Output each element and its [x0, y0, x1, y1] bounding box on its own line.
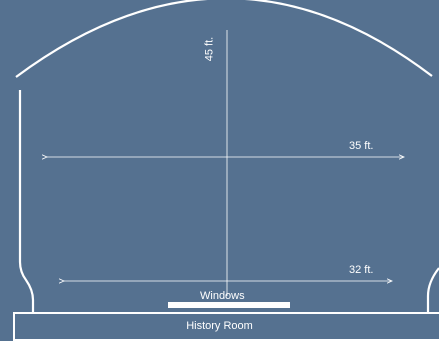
width-dimension-label-lower: 32 ft.	[349, 264, 374, 276]
height-dimension-label: 45 ft.	[203, 36, 216, 62]
width-dimension-label-upper: 35 ft.	[349, 140, 374, 152]
history-room-label: History Room	[186, 320, 253, 332]
windows-bar	[168, 302, 290, 308]
history-room-bar	[13, 312, 439, 341]
right-wall-outline	[426, 267, 439, 312]
left-wall-outline	[18, 90, 35, 312]
windows-label: Windows	[200, 290, 245, 302]
arched-ceiling-outline	[15, 0, 433, 78]
